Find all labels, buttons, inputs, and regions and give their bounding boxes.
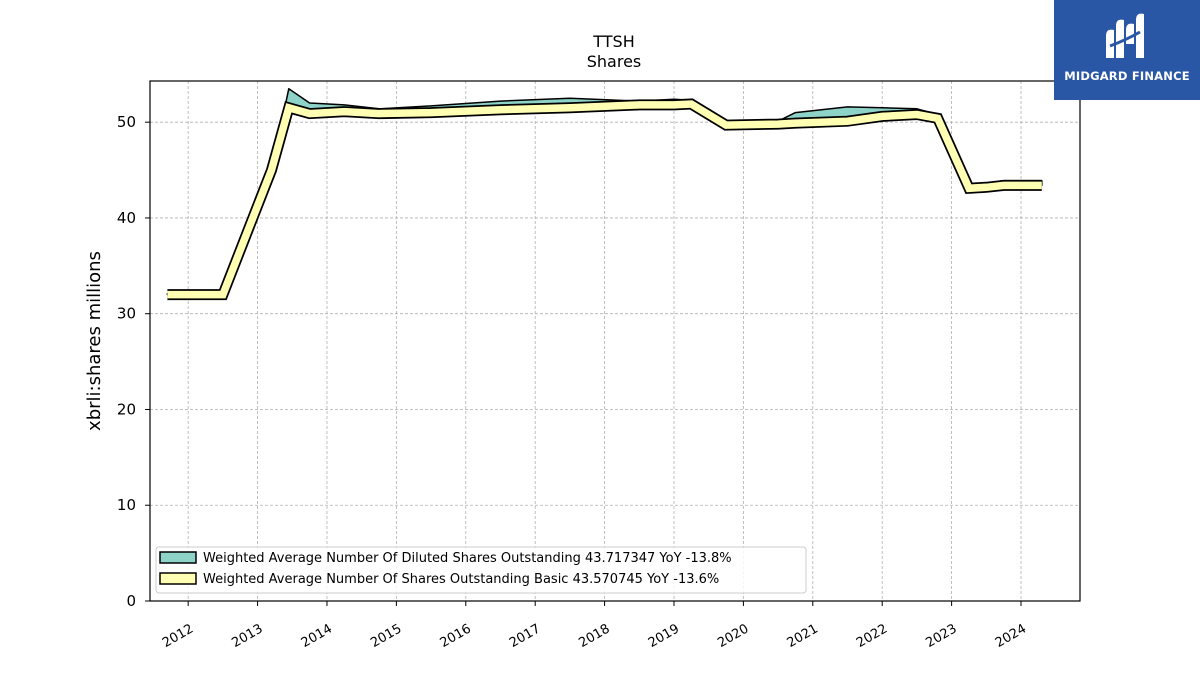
plot-frame — [149, 80, 1081, 602]
y-tick-label: 40 — [117, 209, 136, 227]
y-axis-ticks: 0 10 20 30 40 50 — [117, 113, 150, 610]
y-tick-label: 20 — [117, 400, 136, 418]
x-tick-label: 2021 — [785, 621, 821, 651]
y-tick-label: 30 — [117, 305, 136, 323]
logo-text: MIDGARD FINANCE — [1064, 69, 1190, 83]
x-tick-label: 2024 — [993, 621, 1029, 651]
x-tick-label: 2017 — [507, 621, 543, 651]
x-tick-label: 2012 — [160, 621, 196, 651]
chart-title: TTSH — [592, 32, 634, 51]
y-axis-label: xbrli:shares millions — [84, 251, 105, 431]
y-tick-label: 10 — [117, 496, 136, 514]
legend-label-basic: Weighted Average Number Of Shares Outsta… — [203, 572, 719, 587]
series-basic-line — [167, 100, 1042, 299]
legend: Weighted Average Number Of Diluted Share… — [155, 546, 807, 594]
y-tick-label: 0 — [126, 592, 136, 610]
x-tick-label: 2020 — [715, 621, 751, 651]
legend-box — [155, 546, 807, 594]
x-tick-label: 2019 — [646, 621, 682, 651]
legend-swatch-basic — [159, 572, 197, 585]
legend-label-diluted: Weighted Average Number Of Diluted Share… — [203, 551, 732, 566]
midgard-finance-logo: MIDGARD FINANCE — [1054, 0, 1200, 100]
x-tick-label: 2022 — [854, 621, 890, 651]
x-tick-label: 2013 — [229, 621, 265, 651]
x-tick-label: 2018 — [576, 621, 612, 651]
x-axis-ticks: 2012 2013 2014 2015 2016 2017 2018 2019 2020 2021… — [160, 601, 1029, 651]
grid-lines — [150, 81, 1080, 602]
x-tick-label: 2016 — [438, 621, 474, 651]
x-tick-label: 2015 — [368, 621, 404, 651]
logo-mark-icon — [1106, 13, 1144, 59]
y-tick-label: 50 — [117, 113, 136, 131]
x-tick-label: 2014 — [299, 621, 335, 651]
chart-subtitle: Shares — [587, 52, 642, 71]
series-layer — [166, 87, 1043, 301]
legend-swatch-diluted — [159, 551, 197, 564]
x-tick-label: 2023 — [923, 621, 959, 651]
